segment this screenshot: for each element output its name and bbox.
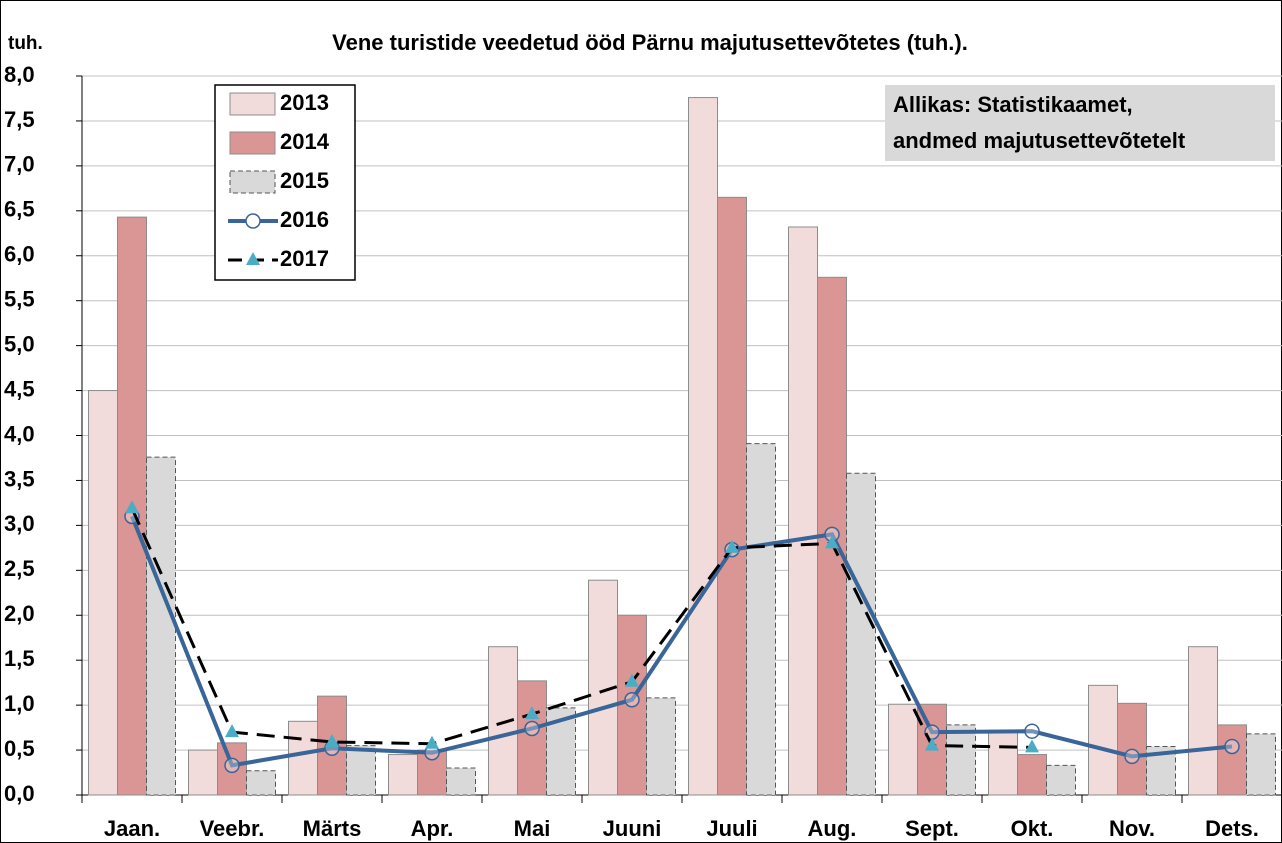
y-tick-label: 2,5 xyxy=(4,556,35,581)
legend-swatch xyxy=(229,170,276,194)
bar xyxy=(117,216,147,796)
bar xyxy=(217,742,247,796)
legend-marker xyxy=(245,213,261,229)
y-tick-label: 6,0 xyxy=(4,242,35,267)
marker xyxy=(725,539,739,553)
bar xyxy=(246,770,276,796)
marker xyxy=(624,691,640,708)
x-tick-label: Veebr. xyxy=(200,816,265,841)
bar xyxy=(1088,684,1118,796)
bar xyxy=(346,745,376,796)
y-tick-label: 6,5 xyxy=(4,197,35,222)
marker xyxy=(425,735,439,749)
annotation: andmed majutusettevõtetelt xyxy=(893,128,1186,153)
y-tick-label: 3,5 xyxy=(4,466,35,491)
x-tick-label: Märts xyxy=(303,816,362,841)
bar xyxy=(846,472,876,796)
y-tick-label: 3,0 xyxy=(4,511,35,536)
y-tick-label: 5,0 xyxy=(4,331,35,356)
marker xyxy=(325,733,339,747)
y-tick-label: 0,0 xyxy=(4,781,35,806)
y-axis-label: tuh. xyxy=(8,33,43,54)
marker xyxy=(1025,739,1039,753)
bar xyxy=(746,443,776,796)
bar xyxy=(446,767,476,796)
bar xyxy=(946,724,976,796)
y-tick-label: 8,0 xyxy=(4,62,35,87)
line xyxy=(130,507,1033,749)
marker xyxy=(1224,738,1240,755)
annotation: Allikas: Statistikaamet, xyxy=(893,92,1133,117)
marker xyxy=(125,500,139,514)
bar xyxy=(517,680,547,796)
annotation-box xyxy=(885,85,1275,161)
legend-marker xyxy=(246,252,260,265)
x-tick-label: Okt. xyxy=(1011,816,1054,841)
marker xyxy=(225,724,239,738)
bar xyxy=(1246,733,1276,796)
x-tick-label: Aug. xyxy=(808,816,857,841)
x-tick-label: Jaan. xyxy=(104,816,160,841)
bar xyxy=(417,749,447,796)
bar xyxy=(688,97,718,796)
marker xyxy=(625,673,639,687)
y-tick-label: 2,0 xyxy=(4,601,35,626)
y-tick-label: 1,0 xyxy=(4,691,35,716)
marker xyxy=(1124,748,1140,765)
legend-label: 2017 xyxy=(280,246,329,271)
bar xyxy=(617,614,647,796)
marker xyxy=(525,706,539,720)
bar xyxy=(288,720,318,796)
x-tick-label: Nov. xyxy=(1109,816,1155,841)
marker xyxy=(825,535,839,549)
bar xyxy=(1217,724,1247,796)
x-tick-label: Mai xyxy=(514,816,551,841)
y-tick-label: 7,0 xyxy=(4,152,35,177)
bar xyxy=(1017,754,1047,796)
bar xyxy=(646,697,676,796)
bar xyxy=(788,226,818,796)
line xyxy=(130,515,1233,768)
bar xyxy=(1188,646,1218,796)
y-tick-label: 1,5 xyxy=(4,646,35,671)
marker xyxy=(925,737,939,751)
bar xyxy=(988,731,1018,796)
marker xyxy=(224,757,240,774)
bar xyxy=(88,390,118,796)
x-tick-label: Dets. xyxy=(1205,816,1259,841)
x-tick-label: Sept. xyxy=(905,816,959,841)
bar xyxy=(188,749,218,796)
chart-title: Vene turistide veedetud ööd Pärnu majutu… xyxy=(332,30,968,55)
legend-label: 2016 xyxy=(280,207,329,232)
y-tick-label: 4,5 xyxy=(4,376,35,401)
legend-swatch xyxy=(229,131,276,155)
bar xyxy=(888,703,918,796)
y-tick-label: 5,5 xyxy=(4,287,35,312)
marker xyxy=(524,720,540,737)
marker xyxy=(1024,723,1040,739)
bar xyxy=(146,456,176,796)
bar xyxy=(1046,764,1076,796)
bar xyxy=(717,196,747,796)
bar xyxy=(388,754,418,796)
legend-label: 2015 xyxy=(280,168,329,193)
legend-swatch xyxy=(229,92,276,116)
y-tick-label: 0,5 xyxy=(4,736,35,761)
y-tick-label: 4,0 xyxy=(4,421,35,446)
x-tick-label: Apr. xyxy=(411,816,454,841)
y-tick-label: 7,5 xyxy=(4,107,35,132)
legend-label: 2013 xyxy=(280,90,329,115)
x-tick-label: Juuni xyxy=(603,816,662,841)
legend-label: 2014 xyxy=(280,129,330,154)
x-tick-label: Juuli xyxy=(706,816,757,841)
